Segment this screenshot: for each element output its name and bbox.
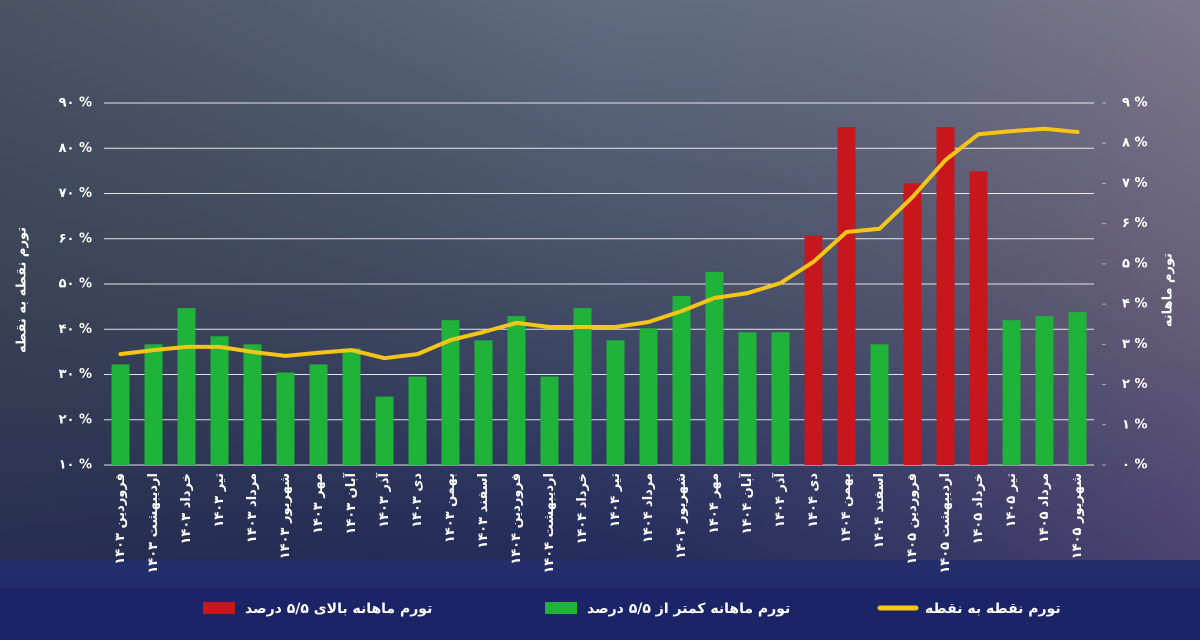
y2-tick-label: ۷ % <box>1122 176 1148 191</box>
bar <box>540 376 559 465</box>
x-tick-label: اردیبهشت ۱۴۰۳ <box>146 473 161 574</box>
x-tick-label: شهریور ۱۴۰۳ <box>278 473 293 559</box>
bar <box>441 320 460 465</box>
bar <box>936 127 955 465</box>
x-tick-label: فروردین ۱۴۰۳ <box>113 473 128 565</box>
x-tick-label: اردیبهشت ۱۴۰۴ <box>542 473 557 574</box>
bar <box>903 183 922 465</box>
x-tick-label: مهر ۱۴۰۴ <box>707 473 722 534</box>
y2-tick-label: ۱ % <box>1122 417 1148 432</box>
y2-tick-label: ۹ % <box>1122 96 1148 111</box>
x-tick-label: آذر ۱۴۰۴ <box>771 472 788 527</box>
bar <box>837 127 856 465</box>
y2-tick-label: ۶ % <box>1122 216 1148 231</box>
bar <box>639 328 658 465</box>
x-tick-label: مرداد ۱۴۰۵ <box>1037 473 1052 543</box>
y2-tick-label: ۸ % <box>1122 136 1148 151</box>
x-tick-label: مهر ۱۴۰۳ <box>311 473 326 534</box>
legend-band <box>0 588 1200 640</box>
bar <box>870 344 889 465</box>
y2-axis-title: تورم ماهانه <box>1161 253 1176 327</box>
bar <box>408 376 427 465</box>
x-tick-label: آبان ۱۴۰۳ <box>342 472 359 534</box>
x-tick-label: اردیبهشت ۱۴۰۵ <box>938 473 953 574</box>
bar <box>375 396 394 465</box>
bar <box>771 332 790 465</box>
bar <box>573 308 592 465</box>
y2-tick-label: ۲ % <box>1122 377 1148 392</box>
bar <box>474 340 493 465</box>
x-tick-label: تیر ۱۴۰۵ <box>1004 473 1019 528</box>
x-tick-label: آبان ۱۴۰۴ <box>738 472 755 534</box>
bar <box>606 340 625 465</box>
line <box>118 126 1080 361</box>
y2-tick-label: ۳ % <box>1122 337 1148 352</box>
y-tick-label: ۹۰ % <box>59 96 92 111</box>
x-tick-label: تیر ۱۴۰۳ <box>212 473 227 528</box>
x-tick-label: خرداد ۱۴۰۳ <box>179 473 194 545</box>
legend-swatch <box>203 602 235 614</box>
y-tick-label: ۳۰ % <box>59 367 92 382</box>
x-tick-label: مرداد ۱۴۰۳ <box>245 473 260 543</box>
y2-tick-label: ۵ % <box>1122 256 1148 271</box>
x-tick-label: دی ۱۴۰۳ <box>410 473 425 528</box>
legend-label: تورم نقطه به نقطه <box>925 601 1061 617</box>
bar <box>672 296 691 465</box>
x-tick-label: خرداد ۱۴۰۵ <box>971 473 986 545</box>
bar <box>705 271 724 465</box>
bar <box>111 364 130 465</box>
bar <box>342 348 361 465</box>
bar <box>243 344 262 465</box>
bar <box>177 308 196 465</box>
bar <box>804 235 823 465</box>
bar <box>1035 316 1054 465</box>
y-tick-label: ۲۰ % <box>59 412 92 427</box>
x-tick-label: فروردین ۱۴۰۵ <box>905 473 920 565</box>
y2-tick-label: ۰ % <box>1122 458 1148 473</box>
bar <box>738 332 757 465</box>
background-shade <box>0 0 1200 560</box>
x-tick-label: بهمن ۱۴۰۴ <box>839 473 854 543</box>
legend-label: تورم ماهانه بالای ۵/۵ درصد <box>245 601 432 617</box>
y-tick-label: ۵۰ % <box>59 277 92 292</box>
y-tick-label: ۴۰ % <box>59 322 92 337</box>
x-tick-label: بهمن ۱۴۰۳ <box>443 473 458 543</box>
x-tick-label: تیر ۱۴۰۴ <box>608 473 623 528</box>
y-tick-label: ۱۰ % <box>59 458 92 473</box>
bar <box>210 336 229 465</box>
x-tick-label: مرداد ۱۴۰۴ <box>641 473 656 543</box>
bar <box>144 344 163 465</box>
bar <box>507 316 526 465</box>
bar <box>309 364 328 465</box>
x-tick-label: دی ۱۴۰۴ <box>806 473 821 528</box>
x-tick-label: شهریور ۱۴۰۴ <box>674 473 689 559</box>
x-tick-label: شهریور ۱۴۰۵ <box>1070 473 1085 559</box>
bar <box>276 372 295 465</box>
legend-swatch <box>545 602 577 614</box>
y2-tick-label: ۴ % <box>1122 297 1148 312</box>
y-axis-title: تورم نقطه به نقطه <box>15 227 30 353</box>
y-tick-label: ۸۰ % <box>59 141 92 156</box>
y-tick-label: ۷۰ % <box>59 186 92 201</box>
x-tick-label: خرداد ۱۴۰۴ <box>575 473 590 545</box>
bar <box>1068 312 1087 465</box>
bar <box>969 171 988 465</box>
bar <box>1002 320 1021 465</box>
x-tick-label: فروردین ۱۴۰۴ <box>509 473 524 565</box>
x-tick-label: آذر ۱۴۰۳ <box>375 472 392 527</box>
x-tick-label: اسفند ۱۴۰۴ <box>872 473 887 549</box>
x-tick-label: اسفند ۱۴۰۳ <box>476 473 491 549</box>
legend-label: تورم ماهانه کمتر از ۵/۵ درصد <box>587 601 790 617</box>
y-tick-label: ۶۰ % <box>59 231 92 246</box>
